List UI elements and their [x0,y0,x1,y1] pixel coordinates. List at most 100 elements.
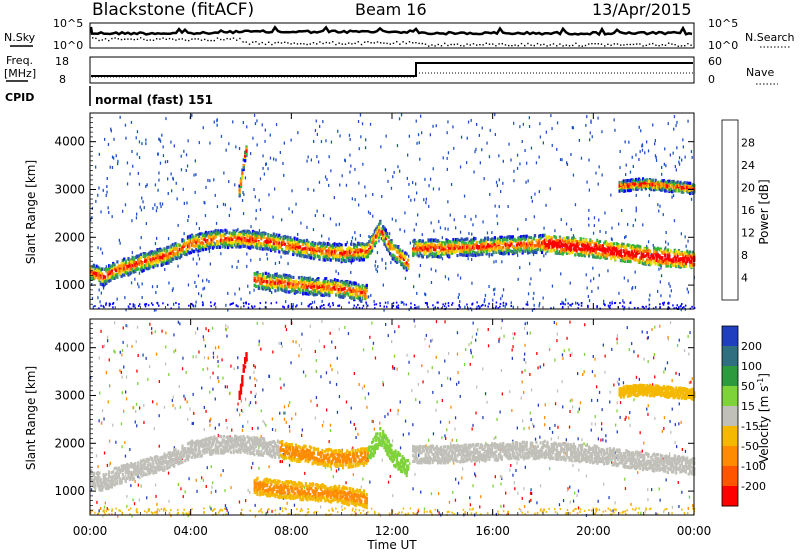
echo-point [625,251,628,255]
echo-point [90,270,93,274]
echo-point [109,271,112,275]
echo-point [587,245,591,249]
echo-point [320,288,323,292]
echo-point [569,248,573,252]
echo-point [121,264,124,268]
scatter-point [496,184,498,188]
echo-point [307,279,310,283]
echo-point [671,259,674,263]
ground-scatter-point [459,306,461,309]
echo-point [686,259,689,263]
ground-scatter-point [405,303,407,306]
ground-scatter-point [188,304,190,307]
echo-point [594,248,597,252]
noise-search-point [472,43,475,45]
echo-point [164,261,167,265]
echo-point [353,288,356,292]
scatter-point [690,150,693,154]
echo-point [607,244,610,248]
echo-point [456,241,459,245]
scatter-point [202,287,204,291]
echo-point [464,253,467,257]
echo-point [419,243,422,247]
echo-point [632,255,635,259]
noise-search-point [530,44,532,46]
echo-point [341,257,345,262]
echo-point [689,264,692,268]
echo-point [196,239,199,243]
noise-search-point [456,43,459,45]
echo-point [267,240,270,244]
echo-point [256,271,259,275]
scatter-point [137,171,139,175]
ground-scatter-point [251,306,254,309]
echo-point [188,251,191,255]
scatter-point [533,291,535,295]
echo-point [455,238,458,242]
scatter-point [325,139,327,143]
scatter-point [453,146,455,150]
scatter-point [532,253,535,257]
echo-point [170,251,173,255]
echo-point [426,247,429,251]
echo-point [654,262,657,266]
echo-point [128,261,131,265]
scatter-point [108,211,110,214]
scatter-point [269,133,271,137]
echo-point [296,247,299,252]
noise-search-point [460,44,462,47]
ground-scatter-point [210,305,212,308]
echo-point [592,248,595,252]
echo-point [689,260,692,264]
echo-point [268,243,271,247]
noise-search-point [559,43,561,45]
scatter-point [464,305,466,309]
echo-point [618,250,621,254]
echo-point [269,233,273,238]
echo-point [545,235,548,239]
scatter-point [333,196,335,200]
echo-point [232,231,235,235]
echo-point [640,255,643,259]
echo-point [282,280,285,284]
echo-point [571,251,574,255]
echo-point [198,234,201,238]
scatter-point [381,257,383,261]
echo-point [325,287,328,291]
echo-point [232,235,235,239]
echo-point [477,250,480,254]
echo-point [462,245,465,249]
ground-scatter-point [132,305,134,308]
echo-point [350,254,353,258]
echo-point [421,247,424,252]
scatter-point [601,173,603,177]
scatter-point [470,118,472,122]
noise-search-point [543,43,545,46]
echo-point [467,241,470,245]
echo-point [253,236,256,240]
echo-point [261,285,265,289]
ground-scatter-point [567,302,569,305]
echo-point [622,242,625,246]
freq-trace [91,62,693,77]
ground-scatter-point [308,303,311,306]
ground-scatter-point [675,307,677,309]
scatter-point [225,303,227,307]
noise-search-point [540,44,542,46]
echo-point [364,285,367,289]
echo-point [514,250,517,254]
echo-point [96,273,100,277]
echo-point [379,221,382,225]
echo-point [153,263,156,268]
scatter-point [267,167,269,171]
scatter-point [486,231,489,235]
echo-point [312,247,316,251]
echo-point [275,246,278,250]
scatter-point [408,254,410,258]
echo-point [259,276,262,280]
echo-point [369,248,372,252]
echo-point [214,243,217,247]
scatter-point [186,201,188,205]
echo-point [488,252,491,257]
